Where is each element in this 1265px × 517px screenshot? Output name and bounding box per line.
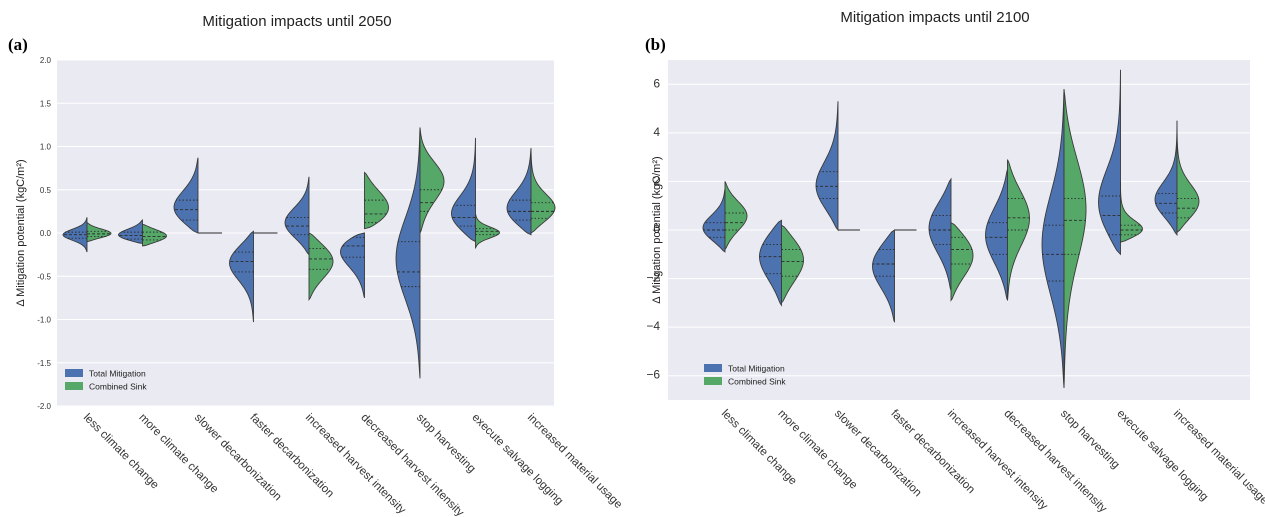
- y-tick-label: 0: [653, 222, 660, 236]
- chart-title: Mitigation impacts until 2100: [840, 9, 1029, 26]
- violin-more-climate-change-total-mitigation: [759, 219, 782, 307]
- violin-slower-decarbonization-total-mitigation: [173, 157, 199, 234]
- violin-execute-salvage-logging-combined-sink: [1120, 181, 1143, 243]
- y-tick-label: 1.5: [40, 99, 52, 108]
- legend-label: Total Mitigation: [728, 364, 785, 374]
- x-category-label: increased harvest intensity: [945, 408, 1050, 513]
- legend-swatch: [65, 382, 83, 390]
- violin-less-climate-change-combined-sink: [86, 221, 112, 243]
- y-tick-label: 1.0: [40, 143, 52, 152]
- violin-stop-harvesting-combined-sink: [419, 127, 445, 234]
- x-category-label: execute salvage logging: [1114, 408, 1210, 504]
- x-category-label: stop harvesting: [1058, 408, 1122, 472]
- y-axis-label: Δ Mitigation potential (kgC/m²): [15, 159, 27, 306]
- legend-swatch: [704, 364, 722, 372]
- violin-less-climate-change-combined-sink: [724, 181, 748, 251]
- x-category-label: increased material usage: [1171, 408, 1265, 507]
- violin-increased-harvest-intensity-combined-sink: [308, 232, 334, 301]
- violin-execute-salvage-logging-total-mitigation: [1098, 69, 1121, 256]
- y-tick-label: −6: [646, 368, 660, 382]
- x-category-label: decreased harvest intensity: [1001, 408, 1109, 516]
- chart-panel-2: 6 4 2 0 −2 −4 −6 Mitigation impacts until 2100 (…: [645, 9, 1265, 515]
- y-axis-label: Δ Mitigation potential (kgC/m²): [651, 156, 663, 303]
- y-tick-label: −2: [646, 271, 660, 285]
- legend: Total Mitigation Combined Sink: [65, 369, 147, 392]
- x-category-label: decreased harvest intensity: [358, 412, 466, 517]
- y-tick-label: 4: [653, 125, 660, 139]
- y-tick-label: −4: [646, 319, 660, 333]
- violin-faster-decarbonization-total-mitigation: [229, 230, 254, 323]
- legend-label: Combined Sink: [728, 377, 786, 387]
- violin-stop-harvesting-combined-sink: [1063, 89, 1087, 388]
- violin-stop-harvesting-total-mitigation: [1041, 89, 1065, 388]
- violin-increased-harvest-intensity-total-mitigation: [284, 176, 310, 256]
- y-tick-label: -1.0: [37, 316, 51, 325]
- violin-more-climate-change-combined-sink: [142, 223, 167, 247]
- x-category-label: execute salvage logging: [469, 412, 565, 508]
- chart-title: Mitigation impacts until 2050: [202, 13, 391, 30]
- chart-panel-1: 2.0 1.5 1.0 0.5 0.0 -0.5 -1.0 -1.5 -2.0 Mitigatio…: [8, 13, 624, 517]
- legend-swatch: [704, 377, 722, 385]
- y-tick-label: -1.5: [37, 359, 51, 368]
- y-tick-label: 2: [653, 173, 660, 187]
- y-tick-label: -0.5: [37, 272, 51, 281]
- violin-decreased-harvest-intensity-total-mitigation: [340, 232, 365, 299]
- x-category-label: stop harvesting: [414, 412, 478, 476]
- panel-label: (b): [645, 35, 666, 54]
- violin-increased-harvest-intensity-combined-sink: [950, 221, 974, 302]
- violin-execute-salvage-logging-total-mitigation: [451, 137, 476, 243]
- panel-label: (a): [8, 35, 28, 54]
- x-category-label: increased material usage: [525, 412, 624, 511]
- violin-increased-harvest-intensity-total-mitigation: [928, 177, 952, 291]
- legend-label: Total Mitigation: [89, 369, 146, 379]
- legend-swatch: [65, 369, 83, 377]
- y-tick-label: 6: [653, 76, 660, 90]
- violin-decreased-harvest-intensity-total-mitigation: [985, 169, 1008, 301]
- violin-more-climate-change-combined-sink: [781, 224, 804, 305]
- violin-slower-decarbonization-total-mitigation: [815, 101, 839, 232]
- legend-label: Combined Sink: [89, 382, 147, 392]
- y-tick-label: 2.0: [40, 56, 52, 65]
- legend: Total Mitigation Combined Sink: [704, 364, 786, 387]
- violin-less-climate-change-total-mitigation: [702, 188, 726, 253]
- y-tick-label: 0.5: [40, 186, 52, 195]
- y-tick-label: 0.0: [40, 229, 52, 238]
- violin-stop-harvesting-total-mitigation: [395, 127, 421, 379]
- violin-increased-material-usage-combined-sink: [1176, 120, 1200, 234]
- y-tick-label: -2.0: [37, 402, 51, 411]
- x-category-label: increased harvest intensity: [303, 412, 408, 517]
